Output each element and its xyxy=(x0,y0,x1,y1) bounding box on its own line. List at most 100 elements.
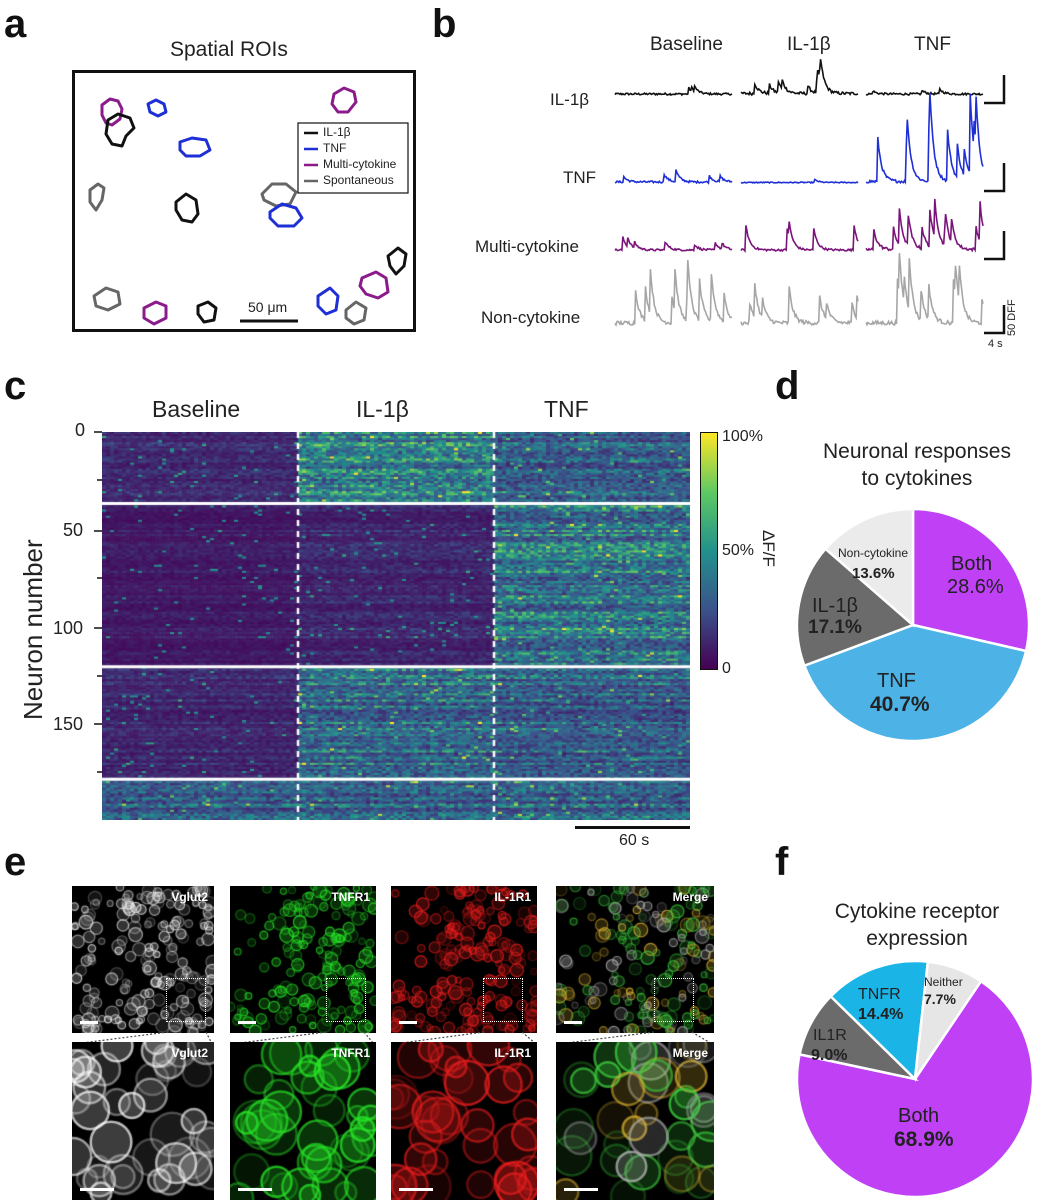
roi-multi-4 xyxy=(142,300,168,326)
pie2-label-both: Both xyxy=(898,1105,940,1127)
pie-slice-tnf xyxy=(802,623,1028,743)
roi-spont-1 xyxy=(88,182,106,212)
zoom-label-vglut2: Vglut2 xyxy=(171,1046,208,1060)
image-tnfr1-overview: TNFR1 xyxy=(230,886,376,1033)
panel-label-f: f xyxy=(775,840,789,884)
trace-row3-seg1 xyxy=(740,283,859,326)
traces-header-baseline: Baseline xyxy=(650,34,723,55)
trace-scale-x-label: 4 s xyxy=(988,338,1003,350)
pie-receptor xyxy=(795,959,1035,1199)
trace-row0-seg0 xyxy=(614,83,733,97)
zoom-label-tnfr1: TNFR1 xyxy=(331,1046,370,1060)
micrograph-texture xyxy=(391,886,537,1033)
heatmap-scalebar-label: 60 s xyxy=(619,832,650,849)
pie2-label-il1r: IL1R xyxy=(813,1027,847,1044)
image-merge-zoom: Merge xyxy=(556,1042,714,1200)
trace-scalebar-3 xyxy=(984,305,1006,335)
calcium-traces xyxy=(614,59,1006,335)
traces-header-il1b: IL-1β xyxy=(787,34,831,55)
trace-row0-seg2 xyxy=(865,86,984,97)
pie2-label-neither: Neither xyxy=(924,975,963,989)
image-merge-overview: Merge xyxy=(556,886,714,1033)
heatmap-ytick-150: 150 xyxy=(53,714,84,734)
panel-label-c: c xyxy=(4,364,27,408)
trace-row0-seg1 xyxy=(740,59,859,97)
heatmap-header-il1b: IL-1β xyxy=(356,396,409,422)
roi-map xyxy=(72,70,416,332)
pie2-value-il1r: 9.0% xyxy=(811,1047,848,1064)
micrograph-texture xyxy=(230,1042,376,1200)
image-label-merge: Merge xyxy=(672,890,708,904)
roi-multi-2 xyxy=(330,86,358,114)
panel-label-a: a xyxy=(4,2,27,46)
pie-responses-title: Neuronal responses to cytokines xyxy=(823,440,1011,491)
roi-tnf-1 xyxy=(146,98,168,118)
pie-responses xyxy=(795,507,1031,743)
pie1-label-tnf: TNF xyxy=(877,670,916,692)
pie2-value-neither: 7.7% xyxy=(924,991,956,1007)
trace-row1-seg0 xyxy=(614,169,733,185)
pie1-label-non: Non-cytokine xyxy=(838,546,909,560)
heatmap-ytick-50: 50 xyxy=(63,520,84,540)
heatmap-ytick-0: 0 xyxy=(75,420,86,440)
image-label-il1r1: IL-1R1 xyxy=(494,890,531,904)
pie1-value-non: 13.6% xyxy=(852,565,895,582)
trace-row-label-multi: Multi-cytokine xyxy=(475,237,579,256)
colorbar-label: ΔF/F xyxy=(759,530,778,567)
roi-il1b-4 xyxy=(196,300,218,324)
colorbar-tick-0: 0 xyxy=(722,660,731,677)
pie-receptor-title: Cytokine receptor expression xyxy=(834,900,1000,951)
colorbar-tick-100: 100% xyxy=(722,428,763,445)
pie1-label-il1b: IL-1β xyxy=(812,595,858,617)
heatmap-header-baseline: Baseline xyxy=(152,396,241,422)
pie1-label-both: Both xyxy=(951,553,993,575)
image-il1r1-overview: IL-1R1 xyxy=(391,886,537,1033)
heatmap-colorbar xyxy=(700,432,718,670)
roi-il1b-3 xyxy=(386,246,408,276)
roi-spont-4 xyxy=(344,300,368,326)
micrograph-texture xyxy=(230,886,376,1033)
roi-title: Spatial ROIs xyxy=(170,38,288,61)
roi-legend-tnf: TNF xyxy=(323,141,347,155)
pie-slice-non-cytokine xyxy=(823,507,915,628)
trace-row-label-non: Non-cytokine xyxy=(481,308,581,327)
image-tnfr1-zoom: TNFR1 xyxy=(230,1042,376,1200)
micrograph-texture xyxy=(72,886,214,1033)
roi-tnf-3 xyxy=(268,202,304,228)
roi-legend-il1b: IL-1β xyxy=(323,125,351,139)
panel-label-b: b xyxy=(432,2,457,46)
roi-multi-1 xyxy=(100,97,124,127)
pie2-value-both: 68.9% xyxy=(894,1128,954,1151)
trace-scalebar-2 xyxy=(984,231,1006,261)
zoom-label-il1r1: IL-1R1 xyxy=(494,1046,531,1060)
trace-row-label-tnf: TNF xyxy=(563,168,597,187)
trace-scale-y-label: 50 DFF xyxy=(1006,299,1018,336)
image-vglut2-overview: Vglut2 xyxy=(72,886,214,1033)
roi-tnf-4 xyxy=(316,286,340,316)
micrograph-texture xyxy=(391,1042,537,1200)
pie-slice-both xyxy=(911,507,1031,653)
micrograph-texture xyxy=(556,886,714,1033)
trace-row2-seg0 xyxy=(614,236,733,253)
trace-scalebar-1 xyxy=(984,163,1006,193)
roi-legend-spont: Spontaneous xyxy=(323,173,394,187)
trace-row2-seg1 xyxy=(740,221,859,254)
pie2-value-tnfr: 14.4% xyxy=(858,1006,904,1023)
heatmap-scalebar xyxy=(575,826,690,829)
heatmap-yticks xyxy=(94,431,102,773)
roi-scalebar-label: 50 μm xyxy=(248,299,288,315)
micrograph-texture xyxy=(556,1042,714,1200)
traces-header-tnf: TNF xyxy=(914,34,951,55)
pie-slice-tnfr xyxy=(828,959,930,1082)
roi-il1b-1 xyxy=(104,112,136,148)
trace-row1-seg2 xyxy=(865,92,984,185)
panel-label-e: e xyxy=(4,840,27,884)
trace-row-label-il1b: IL-1β xyxy=(550,90,590,109)
pie2-label-tnfr: TNFR xyxy=(858,986,901,1003)
heatmap-ytick-100: 100 xyxy=(53,618,84,638)
roi-tnf-2 xyxy=(178,136,212,158)
pie-slice-both xyxy=(795,979,1035,1199)
roi-multi-3 xyxy=(358,270,390,300)
heatmap-ylabel: Neuron number xyxy=(18,539,48,720)
trace-scalebar-0 xyxy=(984,75,1006,105)
